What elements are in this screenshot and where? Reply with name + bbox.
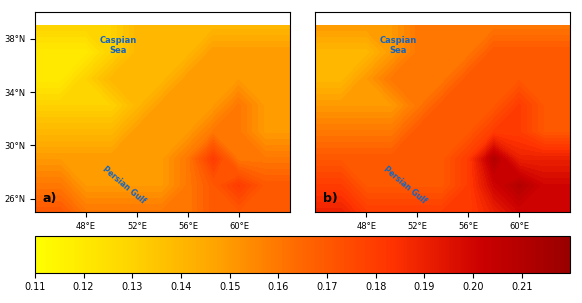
Text: Caspian
Sea: Caspian Sea <box>379 36 417 55</box>
Text: Persian Gulf: Persian Gulf <box>101 165 147 206</box>
Text: Persian Gulf: Persian Gulf <box>381 165 428 206</box>
Text: a): a) <box>42 192 57 205</box>
Text: Caspian
Sea: Caspian Sea <box>99 36 136 55</box>
Text: b): b) <box>323 192 338 205</box>
